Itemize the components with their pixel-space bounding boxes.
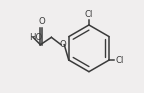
Text: HO: HO [29, 33, 42, 42]
Text: O: O [59, 40, 66, 49]
Text: Cl: Cl [115, 56, 124, 65]
Text: Cl: Cl [85, 10, 93, 19]
Text: O: O [38, 17, 45, 26]
